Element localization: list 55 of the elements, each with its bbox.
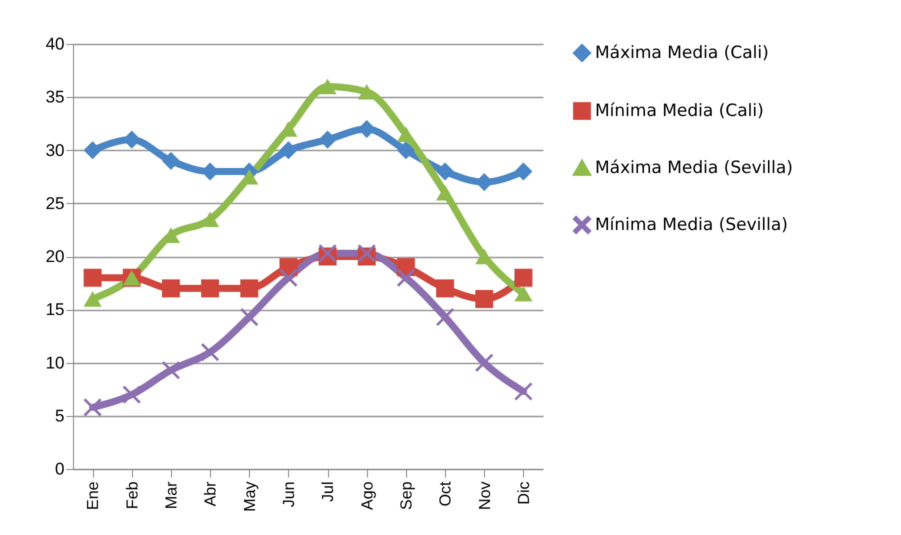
point: [436, 162, 454, 180]
legend-label: Máxima Media (Sevilla): [595, 158, 793, 178]
point: [318, 78, 337, 94]
x-tick-label: May: [242, 482, 259, 512]
point: [475, 354, 494, 372]
y-tick-label: 10: [46, 353, 64, 372]
x-tick-label: Abr: [202, 480, 220, 506]
point: [396, 268, 415, 287]
point: [84, 268, 102, 287]
legend-label: Mínima Media (Cali): [595, 101, 764, 121]
x-tick-label: Sep: [398, 481, 416, 510]
point: [240, 308, 258, 326]
point: [122, 386, 141, 404]
point: [84, 141, 102, 160]
y-tick-label: 40: [46, 34, 64, 54]
point: [162, 152, 180, 170]
x-tick-label: Dic: [516, 482, 533, 505]
point: [279, 141, 298, 160]
x-tick-label: Jul: [320, 482, 338, 502]
x-tick-label: Oct: [438, 480, 455, 506]
x-tick-label: Jun: [280, 482, 298, 508]
x-tick-label: Nov: [476, 482, 494, 510]
x-tick-label: Mar: [163, 480, 180, 510]
x-tick-label: Ago: [359, 481, 376, 510]
point: [396, 141, 415, 160]
y-tick-label: 15: [46, 300, 64, 320]
y-tick-label: 30: [46, 140, 64, 160]
x-tick-label: Ene: [85, 481, 102, 510]
point: [201, 343, 220, 362]
point: [514, 162, 532, 180]
y-tick-label: 20: [46, 247, 64, 266]
legend-label: Mínima Media (Sevilla): [595, 215, 788, 235]
point: [436, 308, 454, 326]
point: [318, 130, 337, 149]
point: [358, 244, 376, 262]
y-tick-label: 35: [46, 88, 64, 107]
point: [318, 244, 337, 262]
point: [84, 291, 102, 307]
legend-label: Máxima Media (Cali): [595, 43, 769, 63]
y-tick-label: 25: [46, 194, 64, 213]
point: [162, 361, 180, 380]
x-tick-label: Feb: [124, 481, 142, 510]
point: [514, 382, 532, 400]
point: [514, 286, 532, 302]
point: [514, 268, 532, 287]
point: [436, 185, 454, 200]
point: [436, 279, 454, 298]
point: [162, 279, 180, 298]
point: [201, 279, 220, 298]
point: [279, 268, 298, 287]
point: [84, 398, 102, 416]
point: [240, 279, 258, 298]
y-tick-label: 5: [55, 406, 64, 426]
point: [475, 290, 494, 308]
y-tick-label: 0: [55, 460, 64, 478]
